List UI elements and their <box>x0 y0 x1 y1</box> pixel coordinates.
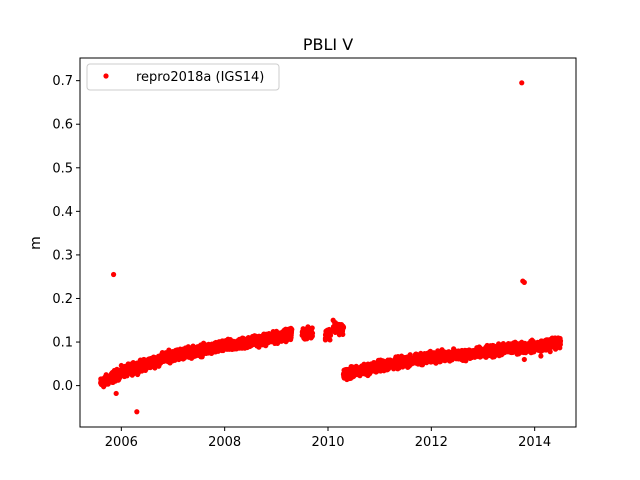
x-tick-label: 2010 <box>311 435 344 450</box>
data-point <box>340 324 347 330</box>
legend-marker <box>103 73 109 79</box>
y-tick-label: 0.5 <box>52 161 73 176</box>
y-tick-label: 0.3 <box>52 248 73 263</box>
outlier-point <box>113 390 119 397</box>
y-axis: 0.0 0.1 0.2 0.3 0.4 0.5 0.6 0.7 <box>52 74 80 394</box>
outlier-point <box>547 349 553 355</box>
data-point <box>327 337 333 343</box>
outlier-point <box>330 317 336 323</box>
outlier-point <box>521 356 527 363</box>
legend-box <box>86 63 280 91</box>
legend: repro2018a (IGS14) <box>86 63 280 91</box>
y-tick-label: 0.7 <box>52 74 73 89</box>
y-axis-label: m <box>28 236 44 250</box>
chart-title: PBLI V <box>303 35 353 54</box>
plot-frame <box>79 57 577 428</box>
outlier-point <box>519 80 525 86</box>
x-tick-label: 2014 <box>518 435 551 450</box>
legend-label: repro2018a (IGS14) <box>136 70 264 85</box>
x-tick-label: 2008 <box>208 435 241 450</box>
y-tick-label: 0.0 <box>52 379 73 394</box>
data-point <box>327 332 334 338</box>
outlier-point <box>538 353 544 359</box>
x-axis: 2006 2008 2010 2012 2014 <box>105 427 551 450</box>
x-tick-label: 2012 <box>415 435 448 450</box>
outlier-point <box>134 409 140 415</box>
plot-points <box>98 80 564 415</box>
y-tick-label: 0.2 <box>52 292 73 307</box>
data-point <box>340 331 346 337</box>
data-point <box>309 330 316 336</box>
x-tick-label: 2006 <box>105 435 138 450</box>
outlier-point <box>322 337 329 343</box>
y-tick-label: 0.1 <box>52 336 73 351</box>
data-point <box>557 338 564 344</box>
outlier-point <box>110 271 117 278</box>
y-tick-label: 0.6 <box>52 118 73 133</box>
y-tick-label: 0.4 <box>52 205 73 220</box>
data-point <box>289 326 295 332</box>
outlier-point <box>521 279 527 285</box>
data-point <box>309 325 315 331</box>
